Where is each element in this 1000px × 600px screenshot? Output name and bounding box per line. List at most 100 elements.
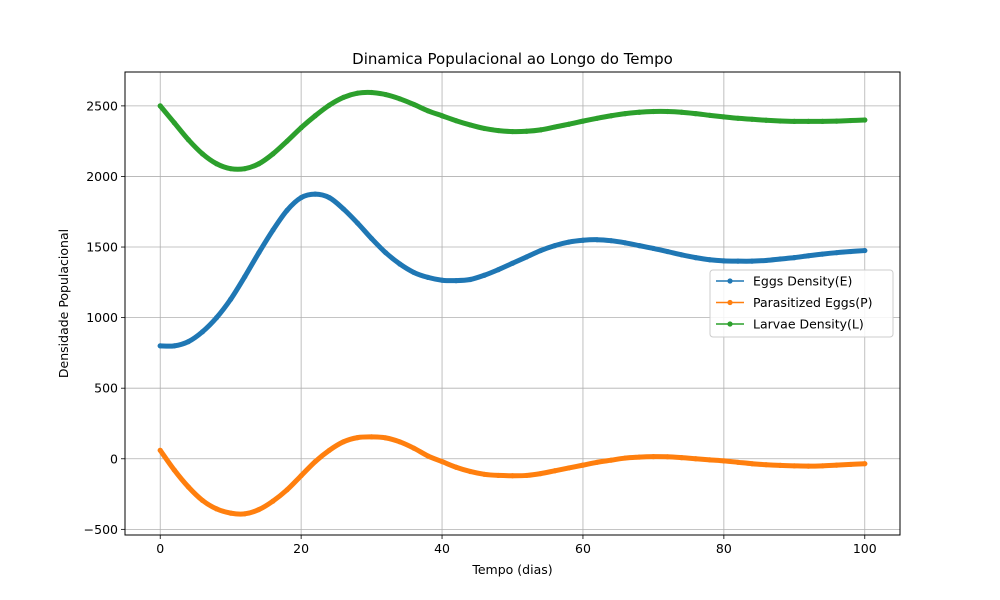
- data-point: [270, 227, 276, 233]
- y-tick-label: 1500: [86, 240, 118, 255]
- data-point: [425, 274, 431, 280]
- x-tick-label: 80: [716, 541, 732, 556]
- data-point: [439, 277, 445, 283]
- data-point: [552, 124, 558, 130]
- data-point: [354, 435, 361, 441]
- data-point: [383, 250, 389, 256]
- data-point: [693, 456, 699, 462]
- data-point: [284, 487, 290, 493]
- x-tick-label: 100: [853, 541, 877, 556]
- data-point: [411, 101, 417, 108]
- data-point: [312, 113, 318, 119]
- legend: Eggs Density(E) Parasitized Eggs(P) Larvae…: [709, 269, 894, 338]
- data-point: [256, 161, 262, 167]
- data-point: [622, 455, 628, 461]
- series-1: [157, 191, 868, 349]
- data-point: [862, 461, 868, 467]
- data-point: [721, 458, 727, 464]
- data-point: [439, 113, 445, 119]
- data-point: [552, 243, 558, 249]
- data-point: [862, 117, 868, 123]
- data-point: [368, 235, 375, 242]
- data-point: [805, 253, 812, 259]
- data-point: [707, 112, 713, 118]
- data-point: [467, 122, 473, 128]
- data-point: [425, 453, 431, 459]
- data-point: [848, 461, 854, 468]
- data-point: [256, 250, 262, 256]
- data-point: [340, 94, 347, 101]
- data-point: [566, 465, 572, 471]
- legend-item: Parasitized Eggs(P): [716, 295, 873, 310]
- data-point: [495, 127, 502, 134]
- data-point: [608, 457, 614, 463]
- data-point: [326, 102, 332, 108]
- data-point: [270, 151, 276, 157]
- data-point: [199, 329, 206, 335]
- data-point: [608, 238, 614, 244]
- data-point: [171, 120, 177, 126]
- data-point: [791, 255, 797, 261]
- data-point: [298, 125, 304, 131]
- data-point: [678, 252, 685, 258]
- data-point: [354, 90, 361, 96]
- data-point: [467, 468, 473, 475]
- data-point: [735, 459, 741, 465]
- data-point: [383, 435, 389, 441]
- data-point: [439, 458, 445, 465]
- data-point: [749, 258, 755, 264]
- series-2: [157, 434, 868, 517]
- data-point: [242, 166, 248, 172]
- data-point: [354, 220, 361, 226]
- data-point: [481, 272, 487, 278]
- data-point: [199, 151, 206, 157]
- data-point: [368, 89, 375, 96]
- data-point: [763, 257, 769, 264]
- data-point: [157, 103, 163, 109]
- data-point: [228, 296, 234, 302]
- data-point: [664, 248, 671, 255]
- y-tick-label: −500: [84, 522, 118, 537]
- data-point: [284, 138, 290, 144]
- data-point: [791, 463, 797, 469]
- data-point: [721, 258, 727, 264]
- legend-marker: [727, 299, 733, 306]
- data-point: [594, 459, 600, 465]
- data-point: [819, 251, 826, 257]
- data-point: [495, 267, 502, 273]
- data-point: [594, 115, 600, 121]
- data-point: [411, 269, 417, 276]
- x-tick-label: 20: [293, 541, 309, 556]
- data-point: [340, 439, 347, 445]
- data-point: [580, 118, 586, 124]
- legend-box: [709, 269, 894, 338]
- y-axis-title: Densidade Populacional: [56, 229, 71, 378]
- data-point: [411, 445, 417, 451]
- data-point: [425, 108, 431, 114]
- data-point: [735, 258, 741, 264]
- data-point: [509, 260, 516, 266]
- data-point: [242, 511, 248, 517]
- x-tick-label: 60: [575, 541, 591, 556]
- data-point: [636, 109, 642, 115]
- y-tick-label: 1000: [86, 310, 118, 325]
- data-point: [622, 111, 628, 117]
- data-point: [509, 128, 516, 135]
- data-point: [622, 240, 628, 246]
- data-point: [185, 339, 192, 345]
- y-axis-ticks: −500 0 500 1000 1500 2000 2500: [84, 98, 125, 537]
- data-point: [763, 462, 769, 468]
- data-point: [397, 96, 403, 102]
- data-point: [312, 191, 318, 197]
- data-point: [636, 454, 642, 460]
- x-tick-label: 0: [156, 541, 164, 556]
- data-point: [340, 206, 347, 212]
- data-point: [171, 467, 177, 473]
- data-point: [862, 247, 868, 254]
- data-point: [693, 111, 699, 117]
- data-point: [650, 245, 657, 252]
- data-point: [819, 118, 826, 125]
- data-point: [523, 128, 530, 134]
- data-point: [467, 276, 473, 283]
- data-point: [566, 239, 572, 245]
